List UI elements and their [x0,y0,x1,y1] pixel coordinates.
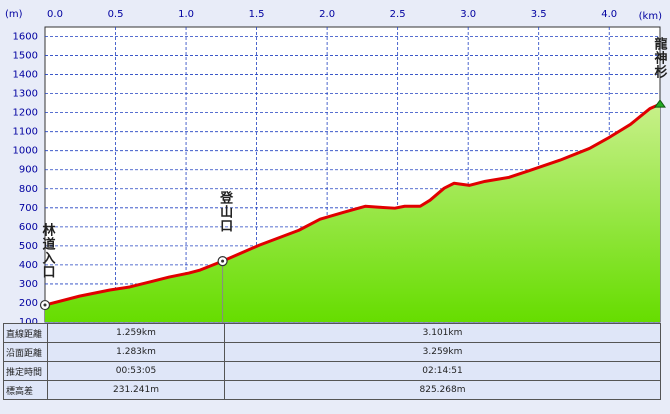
waypoint-dot [221,259,225,263]
y-tick-label: 1500 [13,51,38,62]
row-header: 標高差 [3,380,48,400]
y-tick-label: 300 [19,279,38,290]
table-cell: 3.101km [224,323,661,343]
y-tick-label: 1600 [13,32,38,43]
x-tick-label: 0.0 [47,9,63,20]
y-tick-label: 100 [19,317,38,328]
row-header: 直線距離 [3,323,48,343]
summary-table: 直線距離 1.259km 3.101km 沿面距離 1.283km 3.259km 推定時間… [3,323,661,400]
waypoint-label: 登山口 [217,191,234,234]
y-tick-label: 400 [19,260,38,271]
x-tick-label: 1.5 [249,9,265,20]
x-axis-label: (km) [639,11,662,22]
row-header: 推定時間 [3,361,48,381]
waypoint-label: 龍神杉 [652,36,668,79]
table-cell: 825.268m [224,380,661,400]
table-row: 沿面距離 1.283km 3.259km [3,342,661,362]
x-tick-label: 3.0 [460,9,476,20]
y-tick-label: 200 [19,298,38,309]
waypoint-dot [43,303,47,307]
y-tick-label: 900 [19,165,38,176]
y-axis-label: (m) [5,9,23,20]
table-cell: 231.241m [47,380,225,400]
y-tick-label: 1100 [13,127,38,138]
table-cell: 00:53:05 [47,361,225,381]
x-tick-label: 0.5 [108,9,124,20]
x-tick-label: 1.0 [178,9,194,20]
x-tick-label: 4.0 [601,9,617,20]
table-cell: 02:14:51 [224,361,661,381]
x-tick-label: 2.0 [319,9,335,20]
y-tick-label: 1400 [13,70,38,81]
y-tick-label: 1200 [13,108,38,119]
waypoint-label: 林道入口 [40,223,56,280]
elevation-area [45,104,660,322]
y-tick-label: 1300 [13,89,38,100]
table-row: 標高差 231.241m 825.268m [3,380,661,400]
y-tick-label: 700 [19,203,38,214]
table-row: 直線距離 1.259km 3.101km [3,323,661,343]
x-tick-label: 3.5 [531,9,547,20]
elevation-line [44,102,661,307]
y-tick-label: 500 [19,241,38,252]
x-tick-label: 2.5 [390,9,406,20]
table-row: 推定時間 00:53:05 02:14:51 [3,361,661,381]
table-cell: 1.259km [47,323,225,343]
y-tick-label: 800 [19,184,38,195]
waypoint-marker [654,99,666,108]
table-cell: 1.283km [47,342,225,362]
y-tick-label: 1000 [13,146,38,157]
y-tick-label: 600 [19,222,38,233]
row-header: 沿面距離 [3,342,48,362]
table-cell: 3.259km [224,342,661,362]
